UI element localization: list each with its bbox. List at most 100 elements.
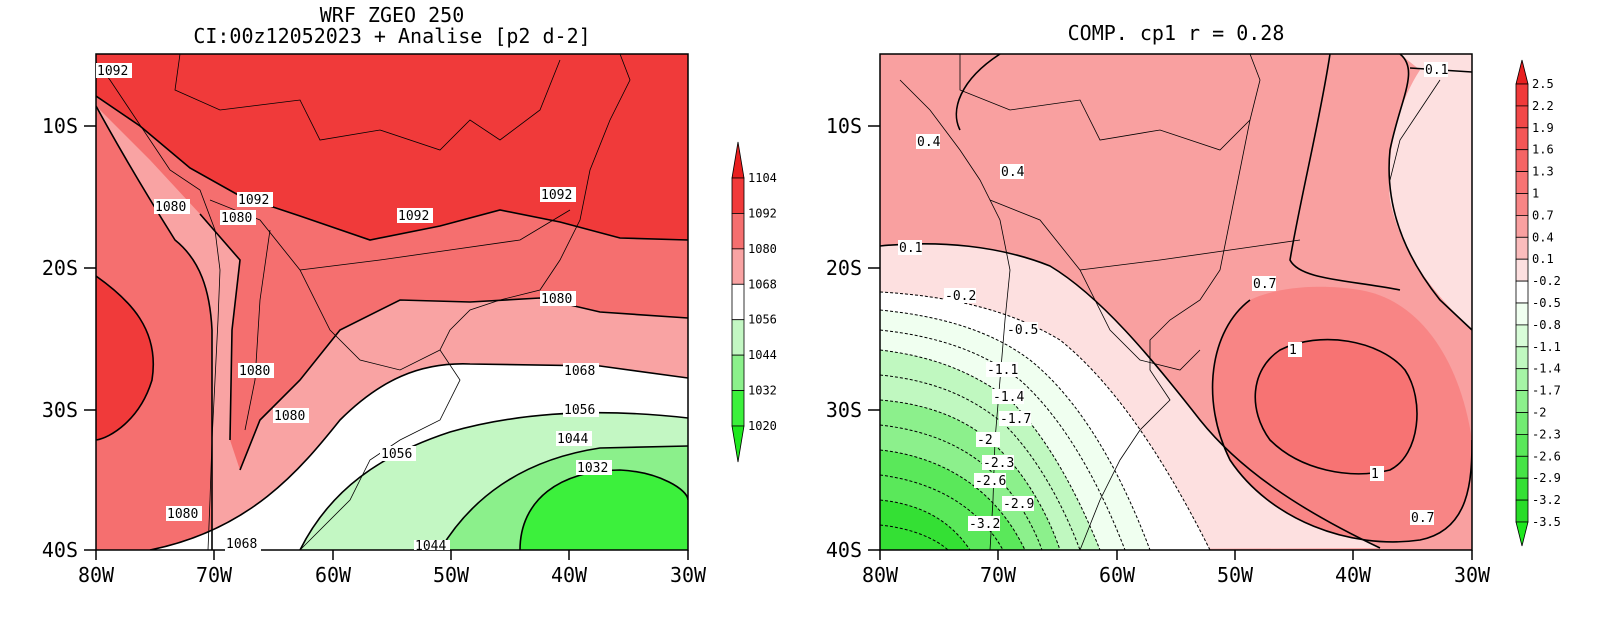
left-title-line2: CI:00z12052023 + Analise [p2 d-2] — [193, 24, 590, 48]
left-clabel: 1080 — [274, 409, 305, 424]
colorbar-swatch — [731, 319, 745, 356]
left-clabel: 1080 — [155, 200, 186, 215]
left-clabel: 1080 — [541, 292, 572, 307]
colorbar-swatch — [1515, 236, 1529, 260]
colorbar-label: -3.5 — [1532, 515, 1561, 529]
colorbar-label: 1056 — [748, 313, 777, 327]
colorbar-bottom-arrow — [731, 425, 745, 463]
left-ticks — [84, 125, 689, 560]
left-lon-label: 80W — [78, 563, 115, 587]
colorbar-swatch — [1515, 499, 1529, 523]
right-clabel: 0.7 — [1253, 277, 1276, 292]
colorbar-swatch — [1515, 83, 1529, 107]
right-lon-label: 30W — [1454, 563, 1491, 587]
right-clabel: -0.5 — [1007, 323, 1038, 338]
right-band--2.9 — [880, 500, 970, 550]
right-clabel: 0.1 — [1425, 63, 1448, 78]
right-lat-label: 20S — [826, 256, 862, 280]
right-clabel: 1 — [1371, 467, 1379, 482]
right-band-0.1-east — [1389, 54, 1472, 330]
colorbar-label: -0.8 — [1532, 318, 1561, 332]
right-lat-label: 10S — [826, 114, 862, 138]
left-lon-label: 30W — [670, 563, 707, 587]
colorbar-label: 2.5 — [1532, 77, 1554, 91]
colorbar-label: 1.9 — [1532, 121, 1554, 135]
left-lat-label: 30S — [42, 398, 78, 422]
colorbar-swatch — [1515, 412, 1529, 435]
right-lon-label: 50W — [1217, 563, 1254, 587]
colorbar-swatch — [1515, 258, 1529, 282]
right-coastlines — [899, 54, 1441, 550]
right-ticks — [868, 125, 1473, 560]
colorbar-label: 1044 — [748, 348, 777, 362]
right-lat-labels: 10S 20S 30S 40S — [826, 114, 862, 562]
right-clabel: 1 — [1289, 343, 1297, 358]
right-clabel: -1.1 — [987, 363, 1018, 378]
colorbar-top-arrow — [1515, 59, 1529, 85]
colorbar-label: -2.6 — [1532, 449, 1561, 463]
left-clabel: 1068 — [226, 537, 257, 552]
left-clabel: 1092 — [398, 209, 429, 224]
colorbar-swatch — [1515, 477, 1529, 501]
colorbar-swatch — [1515, 455, 1529, 479]
colorbar-swatch — [1515, 324, 1529, 348]
colorbar-swatch — [731, 390, 745, 427]
colorbar-label: -1.1 — [1532, 340, 1561, 354]
right-lat-label: 40S — [826, 538, 862, 562]
colorbar-label: 0.7 — [1532, 208, 1554, 222]
left-clabel: 1092 — [238, 193, 269, 208]
right-panel: COMP. cp1 r = 0.28 — [826, 21, 1561, 587]
colorbar-swatch — [1515, 149, 1529, 172]
colorbar-swatch — [731, 177, 745, 214]
right-clabel: 0.1 — [899, 241, 922, 256]
colorbar-label: 1104 — [748, 171, 777, 185]
left-lon-label: 40W — [551, 563, 588, 587]
right-lon-labels: 80W 70W 60W 50W 40W 30W — [862, 563, 1491, 587]
colorbar-label: 0.1 — [1532, 252, 1554, 266]
colorbar-label: -1.7 — [1532, 384, 1561, 398]
left-clabel: 1032 — [577, 461, 608, 476]
colorbar-label: -0.2 — [1532, 274, 1561, 288]
left-clabel: 1056 — [381, 447, 412, 462]
colorbar-label: 1.6 — [1532, 143, 1554, 157]
left-clabel: 1044 — [415, 539, 446, 554]
colorbar-bottom-arrow — [1515, 521, 1529, 547]
colorbar-swatch — [1515, 390, 1529, 413]
left-frame — [95, 53, 689, 551]
right-title: COMP. cp1 r = 0.28 — [1068, 21, 1285, 45]
colorbar-swatch — [731, 354, 745, 391]
colorbar-swatch — [731, 248, 745, 285]
colorbar-swatch — [1515, 346, 1529, 370]
colorbar-top-arrow — [731, 141, 745, 179]
right-clabel: -2.3 — [983, 456, 1014, 471]
left-title-line1: WRF ZGEO 250 — [320, 3, 465, 27]
colorbar-swatch — [1515, 171, 1529, 194]
right-band-1 — [1255, 339, 1417, 474]
colorbar-label: 1032 — [748, 384, 777, 398]
colorbar-label: 2.2 — [1532, 99, 1554, 113]
left-lon-label: 50W — [433, 563, 470, 587]
right-clabel: -3.2 — [969, 517, 1000, 532]
right-lon-label: 40W — [1335, 563, 1372, 587]
colorbar-label: -3.2 — [1532, 493, 1561, 507]
left-lon-label: 60W — [315, 563, 352, 587]
left-contour-labels: 1092 1080 1092 1080 1092 1092 1080 1068 … — [96, 63, 612, 554]
left-lat-label: 40S — [42, 538, 78, 562]
colorbar-swatch — [1515, 368, 1529, 392]
colorbar-swatch — [1515, 433, 1529, 457]
left-lat-label: 20S — [42, 256, 78, 280]
colorbar-swatch — [1515, 214, 1529, 238]
colorbar-swatch — [1515, 105, 1529, 129]
right-clabel: -2.9 — [1003, 497, 1034, 512]
left-coastlines — [96, 54, 631, 550]
left-clabel: 1080 — [167, 507, 198, 522]
right-contours — [880, 54, 1472, 549]
colorbar-label: -2.3 — [1532, 427, 1561, 441]
left-colorbar: 1104 1092 1080 1068 1056 1044 1032 1020 — [731, 141, 777, 463]
left-clabel: 1044 — [557, 432, 588, 447]
left-panel: WRF ZGEO 250 CI:00z12052023 + Analise [p… — [42, 3, 777, 587]
right-lat-label: 30S — [826, 398, 862, 422]
colorbar-swatch — [1515, 302, 1529, 326]
